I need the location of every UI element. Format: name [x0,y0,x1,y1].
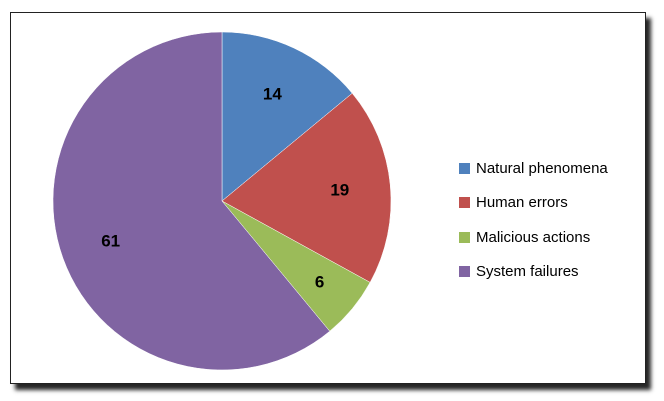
legend-item-system-failures: System failures [459,255,608,290]
legend-item-malicious-actions: Malicious actions [459,220,608,255]
chart-frame: 14 19 6 61 Natural phenomena Human errors M… [10,12,646,384]
data-label-natural-phenomena: 14 [263,84,282,103]
data-label-human-errors: 19 [330,180,349,199]
pie-slices [52,31,392,371]
data-label-malicious-actions: 6 [315,272,324,291]
legend-item-human-errors: Human errors [459,186,608,221]
legend-label: Human errors [476,194,568,212]
pie-slice-system-failures [52,31,331,371]
legend-label: System failures [476,263,579,281]
chart-legend: Natural phenomena Human errors Malicious… [459,151,608,289]
data-label-system-failures: 61 [101,232,120,251]
legend-swatch [459,266,470,278]
legend-swatch [459,231,470,243]
pie-slice-natural-phenomena [221,31,353,202]
pie-chart: 14 19 6 61 [52,31,392,371]
legend-swatch [459,197,470,209]
pie-slice-human-errors [221,92,392,283]
legend-label: Malicious actions [476,228,591,246]
legend-label: Natural phenomena [476,159,608,177]
pie-data-labels: 14 19 6 61 [101,84,349,291]
legend-swatch [459,162,470,174]
legend-item-natural-phenomena: Natural phenomena [459,151,608,186]
